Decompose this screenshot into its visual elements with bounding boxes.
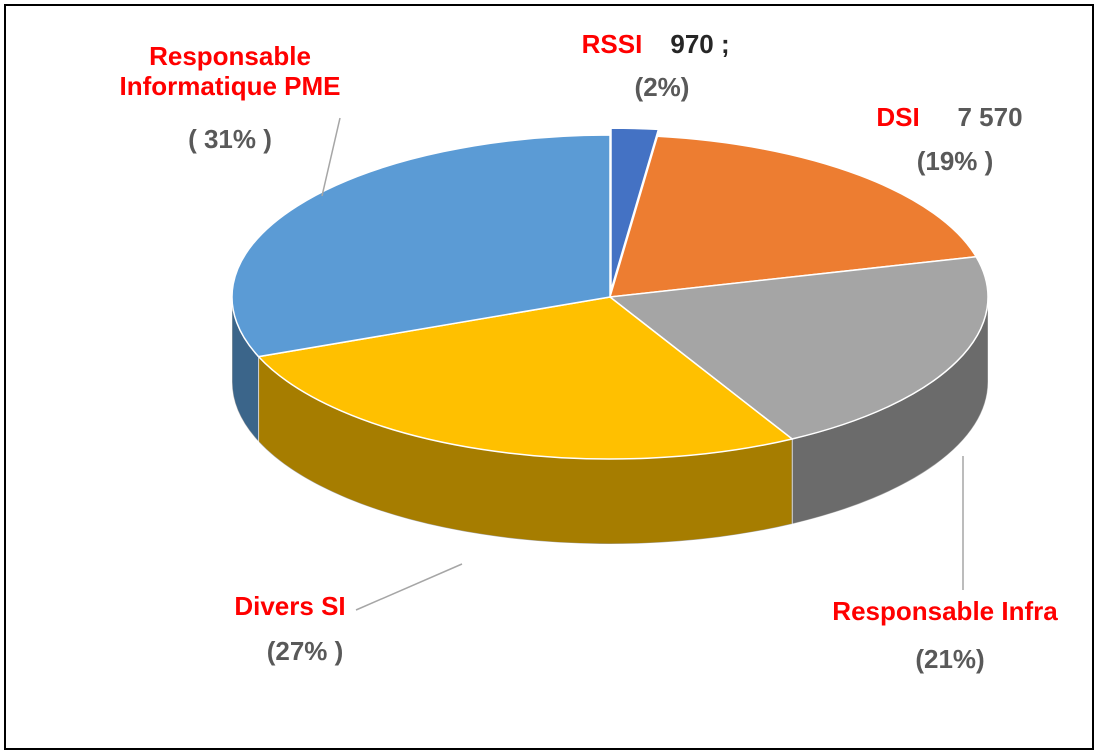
slice-side-shade	[792, 297, 988, 524]
label-name: DSI	[876, 102, 920, 133]
slice	[231, 134, 611, 358]
slice	[257, 296, 794, 460]
label-percent: (2%)	[634, 72, 690, 103]
label-name: Responsable Infra	[832, 596, 1058, 627]
label-name: RSSI	[581, 29, 643, 60]
pie-tops	[231, 127, 989, 460]
slice-side-shade	[258, 356, 793, 544]
slice	[608, 135, 978, 298]
label-count: 970 ;	[670, 29, 730, 60]
leader-line	[355, 563, 463, 611]
leader-line	[321, 117, 341, 197]
slice	[610, 127, 660, 291]
slice-side-shade	[232, 297, 259, 442]
pie-sides	[231, 296, 989, 545]
label-count: 7 570	[957, 102, 1023, 133]
label-percent: (21%)	[915, 644, 985, 675]
slice	[608, 255, 989, 440]
label-percent: ( 31% )	[188, 124, 272, 155]
label-percent: (27% )	[266, 636, 344, 667]
leader-lines	[321, 117, 964, 611]
label-name: Divers SI	[234, 591, 346, 622]
label-name: Responsable Informatique PME	[119, 41, 341, 101]
label-percent: (19% )	[916, 146, 994, 177]
